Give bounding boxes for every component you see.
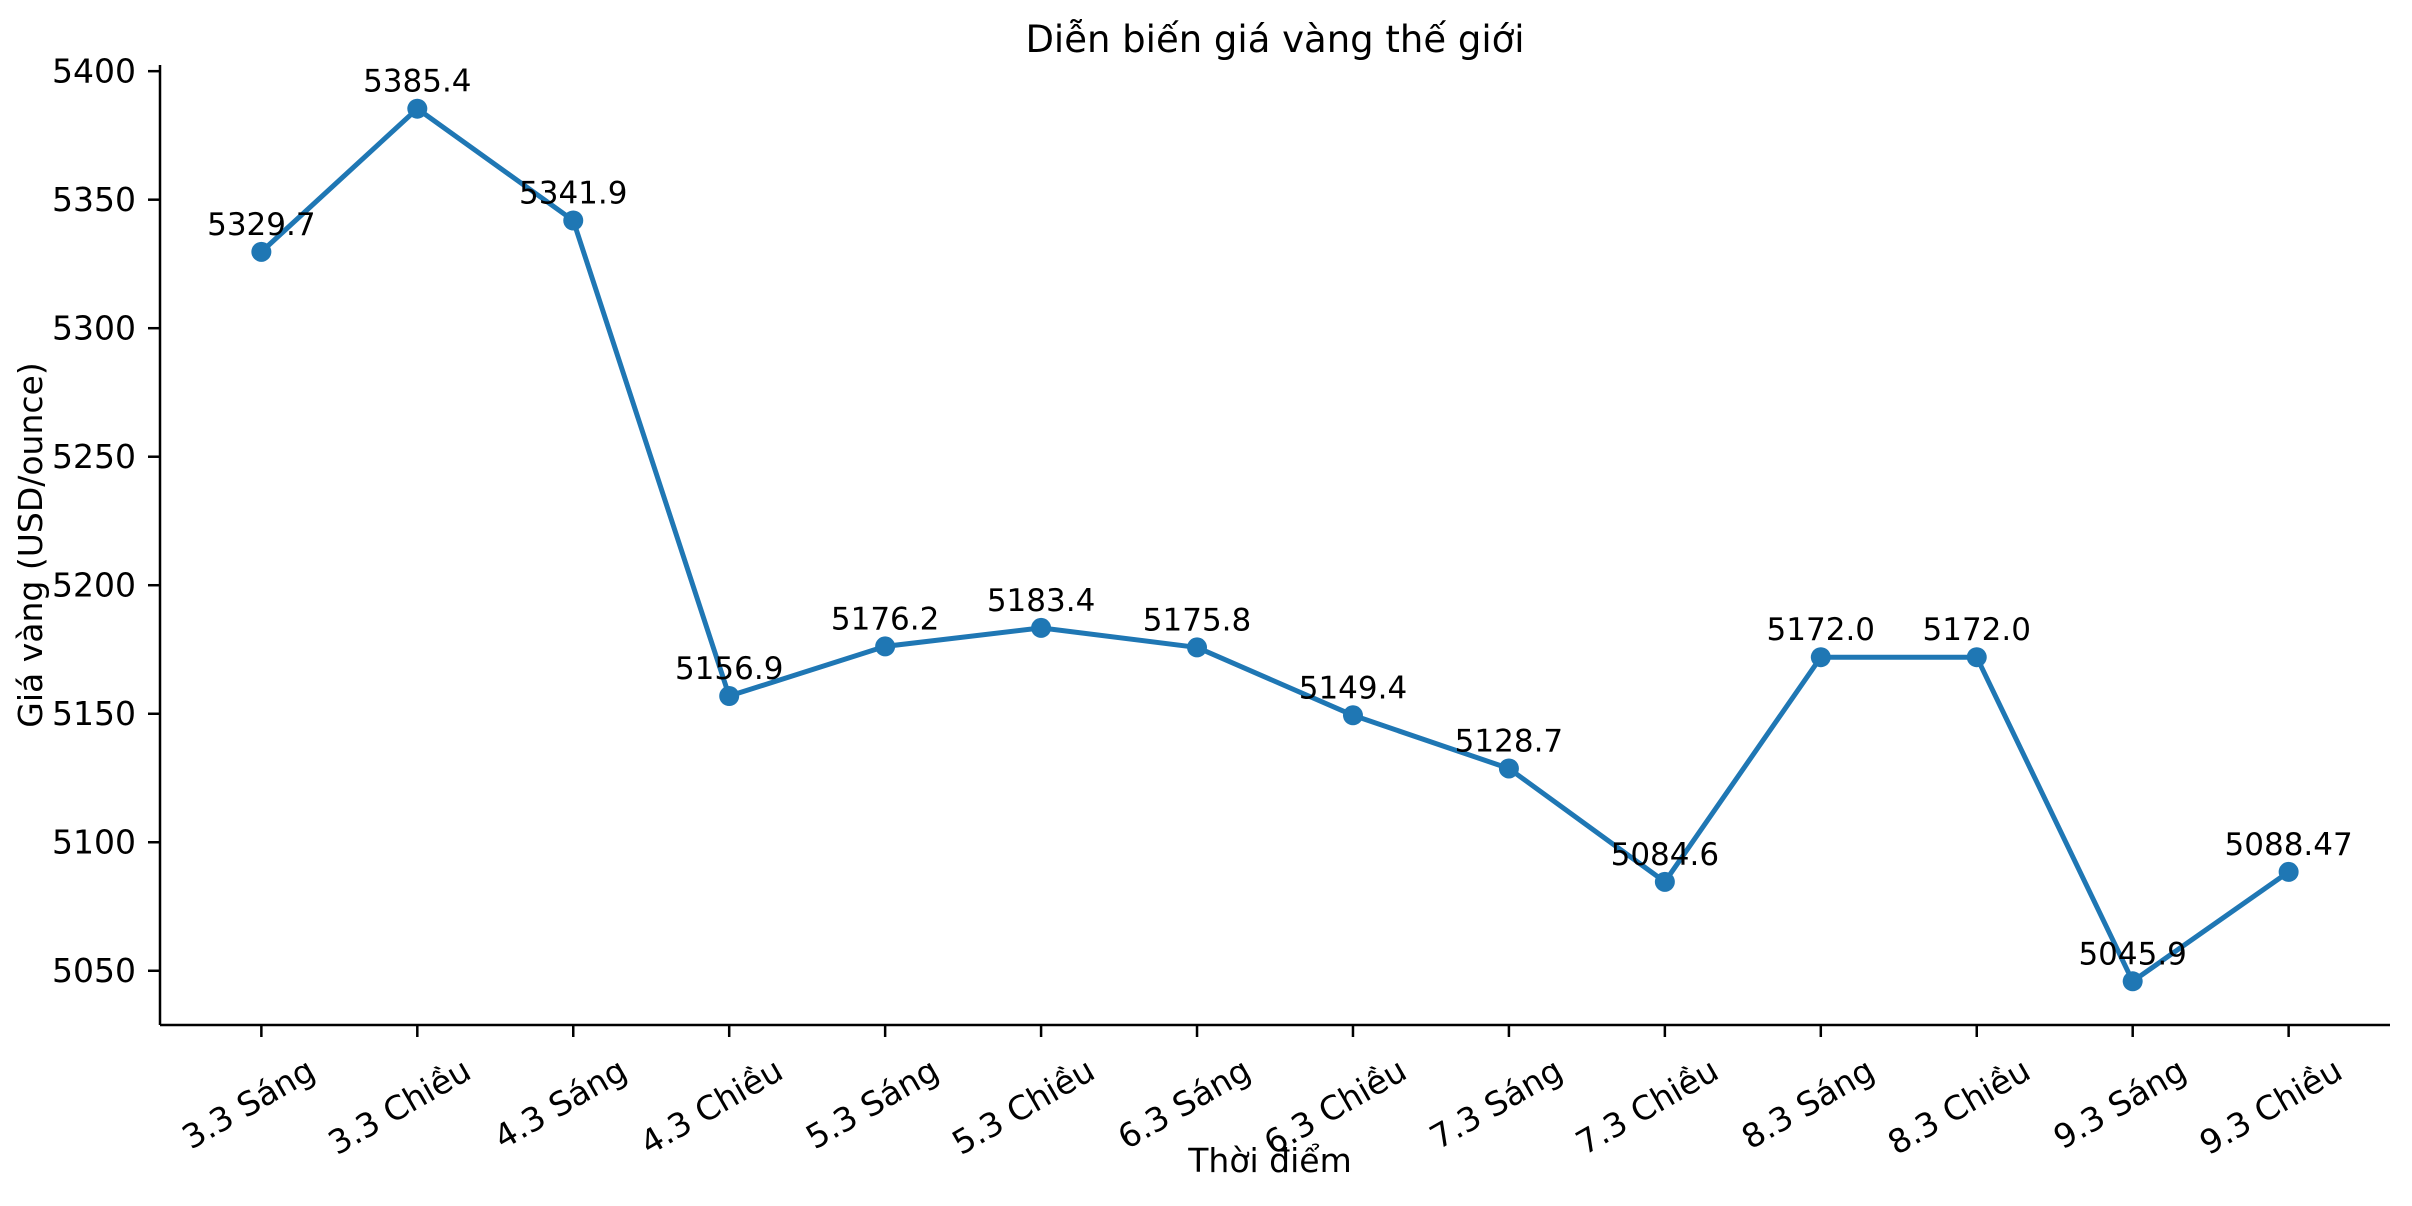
x-tick-label: 9.3 Sáng [2047, 1050, 2193, 1157]
data-point-marker [1966, 647, 1987, 668]
data-point-label: 5156.9 [675, 651, 783, 687]
y-tick-label: 5050 [52, 951, 136, 990]
data-point-label: 5341.9 [519, 176, 627, 212]
y-tick-label: 5300 [52, 308, 136, 347]
data-point-marker [875, 636, 896, 657]
data-point-label: 5175.8 [1143, 602, 1251, 638]
x-axis-label: Thời điểm [1187, 1141, 1352, 1180]
data-point-marker [1810, 647, 1831, 668]
data-point-label: 5045.9 [2078, 936, 2186, 972]
y-axis-label: Giá vàng (USD/ounce) [11, 362, 50, 727]
data-point-marker [1187, 637, 1208, 658]
x-tick-label: 7.3 Chiều [1569, 1050, 1725, 1162]
data-point-label: 5088.47 [2225, 827, 2353, 863]
data-point-marker [719, 686, 740, 707]
y-tick-label: 5150 [52, 694, 136, 733]
data-point-label: 5329.7 [207, 207, 315, 243]
data-point-marker [1498, 758, 1519, 779]
plot-area: 5050 5100 5150 5200 5250 5300 5350 5400 3.3 Sáng… [52, 51, 2390, 1163]
data-point-label: 5183.4 [987, 583, 1095, 619]
data-point-marker [1654, 871, 1675, 892]
x-tick-label: 8.3 Chiều [1881, 1050, 2037, 1162]
data-point-marker [2122, 971, 2143, 992]
data-point-label: 5385.4 [363, 64, 471, 100]
x-tick-label: 3.3 Sáng [175, 1050, 321, 1157]
y-tick-label: 5250 [52, 437, 136, 476]
data-point-marker [407, 98, 428, 119]
data-point-label: 5172.0 [1767, 612, 1875, 648]
y-tick-label: 5200 [52, 565, 136, 604]
data-point-label: 5149.4 [1299, 670, 1407, 706]
x-tick-label: 4.3 Sáng [487, 1050, 633, 1157]
data-point-marker [1342, 705, 1363, 726]
y-tick-label: 5100 [52, 822, 136, 861]
data-point-label: 5176.2 [831, 601, 939, 637]
data-point-label: 5172.0 [1923, 612, 2031, 648]
x-tick-label: 5.3 Chiều [945, 1050, 1101, 1162]
data-point-label: 5084.6 [1611, 837, 1719, 873]
y-tick-label: 5400 [52, 51, 136, 90]
x-tick-label: 7.3 Sáng [1423, 1050, 1569, 1157]
gold-price-line [258, 106, 2292, 984]
x-tick-label: 9.3 Chiều [2193, 1050, 2349, 1162]
chart-title: Diễn biến giá vàng thế giới [1025, 18, 1524, 61]
data-point-label: 5128.7 [1455, 723, 1563, 759]
data-point-marker [563, 210, 584, 231]
data-point-marker [251, 241, 272, 262]
data-point-marker [2278, 861, 2299, 882]
x-tick-label: 5.3 Sáng [799, 1050, 945, 1157]
data-point-marker [1031, 617, 1052, 638]
x-tick-label: 8.3 Sáng [1735, 1050, 1881, 1157]
x-tick-label: 4.3 Chiều [633, 1050, 789, 1162]
x-tick-label: 3.3 Chiều [322, 1050, 478, 1162]
y-tick-label: 5350 [52, 180, 136, 219]
